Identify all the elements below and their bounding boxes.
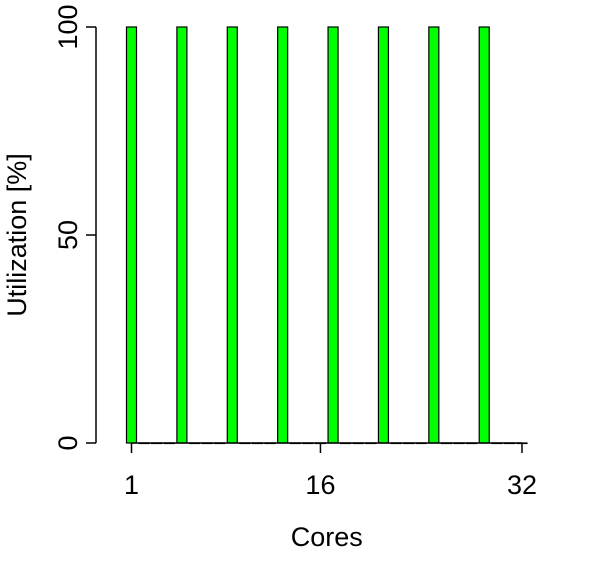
- bar-core-29: [478, 26, 490, 444]
- x-tick-label-1: 1: [124, 470, 139, 500]
- x-ticks: 1 16 32: [124, 443, 537, 500]
- y-ticks: 0 50 100: [53, 4, 96, 451]
- y-axis-title: Utilization [%]: [2, 153, 32, 317]
- y-tick-label-0: 0: [53, 435, 83, 450]
- x-tick-label-32: 32: [507, 470, 537, 500]
- y-tick-label-100: 100: [53, 4, 83, 49]
- bar-core-13: [277, 26, 289, 444]
- bar-core-21: [377, 26, 390, 444]
- bar-core-5: [176, 26, 188, 444]
- x-axis-title: Cores: [291, 522, 363, 552]
- bar-core-25: [428, 26, 440, 444]
- y-tick-label-50: 50: [53, 220, 83, 250]
- bars-layer: [125, 26, 528, 445]
- bar-core-1: [125, 26, 138, 444]
- bar-core-17: [327, 26, 339, 444]
- bar-core-9: [226, 26, 238, 444]
- x-tick-label-16: 16: [305, 470, 335, 500]
- axes-layer: [95, 27, 522, 444]
